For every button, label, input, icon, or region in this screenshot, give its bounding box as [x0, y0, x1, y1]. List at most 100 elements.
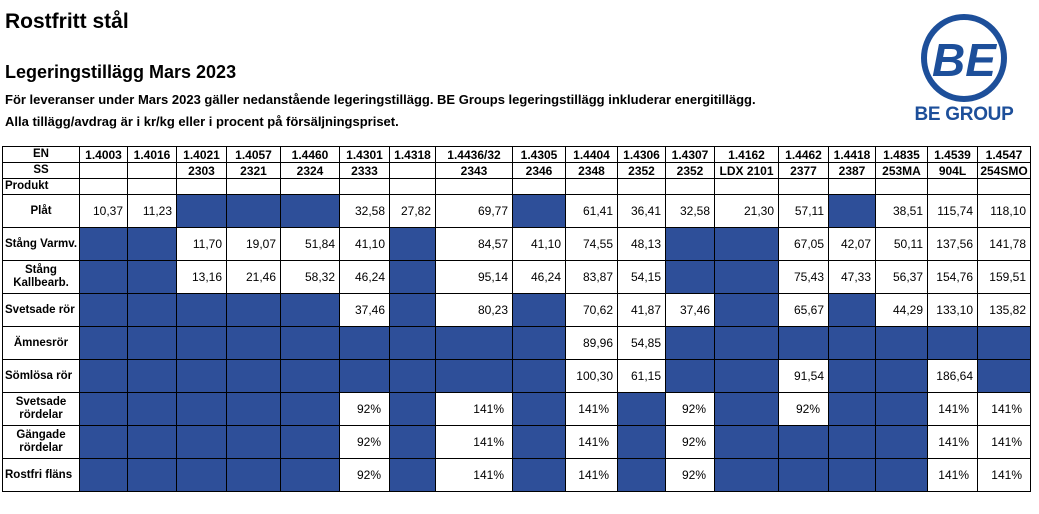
surcharge-value: 92% — [339, 425, 390, 459]
be-logo-icon: BE — [921, 14, 1007, 102]
not-available-cell — [512, 359, 566, 393]
not-available-cell — [828, 326, 876, 360]
ss-code: 2343 — [435, 162, 513, 179]
surcharge-value: 32,58 — [339, 194, 390, 228]
en-code: 1.4003 — [79, 146, 128, 163]
product-name: Stång Varmv. — [2, 227, 80, 261]
not-available-cell — [714, 227, 779, 261]
not-available-cell — [875, 359, 928, 393]
product-name: Sömlösa rör — [2, 359, 80, 393]
surcharge-value: 70,62 — [565, 293, 618, 327]
not-available-cell — [280, 359, 340, 393]
surcharge-value: 84,57 — [435, 227, 513, 261]
not-available-cell — [714, 392, 779, 426]
surcharge-value: 42,07 — [828, 227, 876, 261]
product-row: Svetsade rördelar 92% 141% 141% 92% 92% 141% 14… — [2, 392, 1031, 426]
not-available-cell — [176, 392, 227, 426]
surcharge-value: 141% — [977, 425, 1031, 459]
not-available-cell — [828, 425, 876, 459]
not-available-cell — [665, 359, 715, 393]
ss-code: 2333 — [339, 162, 390, 179]
surcharge-value: 141% — [977, 392, 1031, 426]
not-available-cell — [977, 326, 1031, 360]
surcharge-value: 13,16 — [176, 260, 227, 294]
surcharge-value: 36,41 — [617, 194, 666, 228]
not-available-cell — [389, 359, 436, 393]
surcharge-value: 11,70 — [176, 227, 227, 261]
surcharge-value: 61,41 — [565, 194, 618, 228]
not-available-cell — [389, 425, 436, 459]
en-code: 1.4436/32 — [435, 146, 513, 163]
not-available-cell — [226, 425, 281, 459]
not-available-cell — [79, 293, 128, 327]
surcharge-value: 41,10 — [512, 227, 566, 261]
not-available-cell — [714, 260, 779, 294]
logo-mark: BE — [932, 34, 997, 86]
product-row: Gängade rördelar 92% 141% 141% 92% 141% 141% — [2, 425, 1031, 459]
ss-code: 2377 — [778, 162, 829, 179]
not-available-cell — [389, 392, 436, 426]
not-available-cell — [176, 194, 227, 228]
not-available-cell — [927, 326, 978, 360]
product-header-row: Produkt — [2, 178, 1031, 195]
not-available-cell — [617, 392, 666, 426]
not-available-cell — [176, 359, 227, 393]
not-available-cell — [828, 293, 876, 327]
product-row: Rostfri fläns 92% 141% 141% 92% 141% 141% — [2, 458, 1031, 492]
not-available-cell — [176, 458, 227, 492]
en-code: 1.4301 — [339, 146, 390, 163]
info-note: För leveranser under Mars 2023 gäller ne… — [5, 92, 756, 107]
empty-cell — [79, 178, 128, 195]
ss-code: 253MA — [875, 162, 928, 179]
empty-cell — [435, 178, 513, 195]
empty-cell — [280, 178, 340, 195]
surcharge-value: 51,84 — [280, 227, 340, 261]
ss-header-row: SS 2303 2321 2324 2333 2343 2346 2348 2352 2352 LD… — [2, 162, 1031, 179]
not-available-cell — [617, 458, 666, 492]
surcharge-value: 92% — [665, 458, 715, 492]
not-available-cell — [226, 326, 281, 360]
not-available-cell — [778, 458, 829, 492]
ss-code: 2352 — [617, 162, 666, 179]
not-available-cell — [512, 326, 566, 360]
not-available-cell — [665, 260, 715, 294]
not-available-cell — [512, 293, 566, 327]
not-available-cell — [665, 227, 715, 261]
empty-cell — [176, 178, 227, 195]
not-available-cell — [665, 326, 715, 360]
alloy-surcharge-table: EN 1.4003 1.4016 1.4021 1.4057 1.4460 1.4301 1.… — [2, 146, 1031, 492]
page-subtitle: Legeringstillägg Mars 2023 — [5, 62, 237, 82]
surcharge-value: 41,87 — [617, 293, 666, 327]
surcharge-value: 137,56 — [927, 227, 978, 261]
surcharge-value: 54,15 — [617, 260, 666, 294]
surcharge-value: 100,30 — [565, 359, 618, 393]
not-available-cell — [79, 425, 128, 459]
surcharge-value: 57,11 — [778, 194, 829, 228]
product-name: Plåt — [2, 194, 80, 228]
surcharge-value: 11,23 — [127, 194, 177, 228]
surcharge-value: 27,82 — [389, 194, 436, 228]
not-available-cell — [280, 425, 340, 459]
surcharge-value: 141% — [435, 392, 513, 426]
surcharge-value: 10,37 — [79, 194, 128, 228]
not-available-cell — [714, 359, 779, 393]
empty-cell — [226, 178, 281, 195]
unit-note: Alla tillägg/avdrag är i kr/kg eller i p… — [5, 114, 399, 129]
not-available-cell — [79, 458, 128, 492]
empty-cell — [339, 178, 390, 195]
not-available-cell — [127, 425, 177, 459]
not-available-cell — [875, 458, 928, 492]
en-code: 1.4835 — [875, 146, 928, 163]
ss-code: 2324 — [280, 162, 340, 179]
not-available-cell — [617, 425, 666, 459]
not-available-cell — [79, 359, 128, 393]
product-name: Gängade rördelar — [2, 425, 80, 459]
not-available-cell — [339, 359, 390, 393]
surcharge-value: 141% — [927, 392, 978, 426]
not-available-cell — [714, 458, 779, 492]
en-code: 1.4460 — [280, 146, 340, 163]
surcharge-value: 37,46 — [339, 293, 390, 327]
product-row: Stång Kallbearb. 13,16 21,46 58,32 46,24 95,1… — [2, 260, 1031, 294]
en-code: 1.4539 — [927, 146, 978, 163]
product-name: Stång Kallbearb. — [2, 260, 80, 294]
